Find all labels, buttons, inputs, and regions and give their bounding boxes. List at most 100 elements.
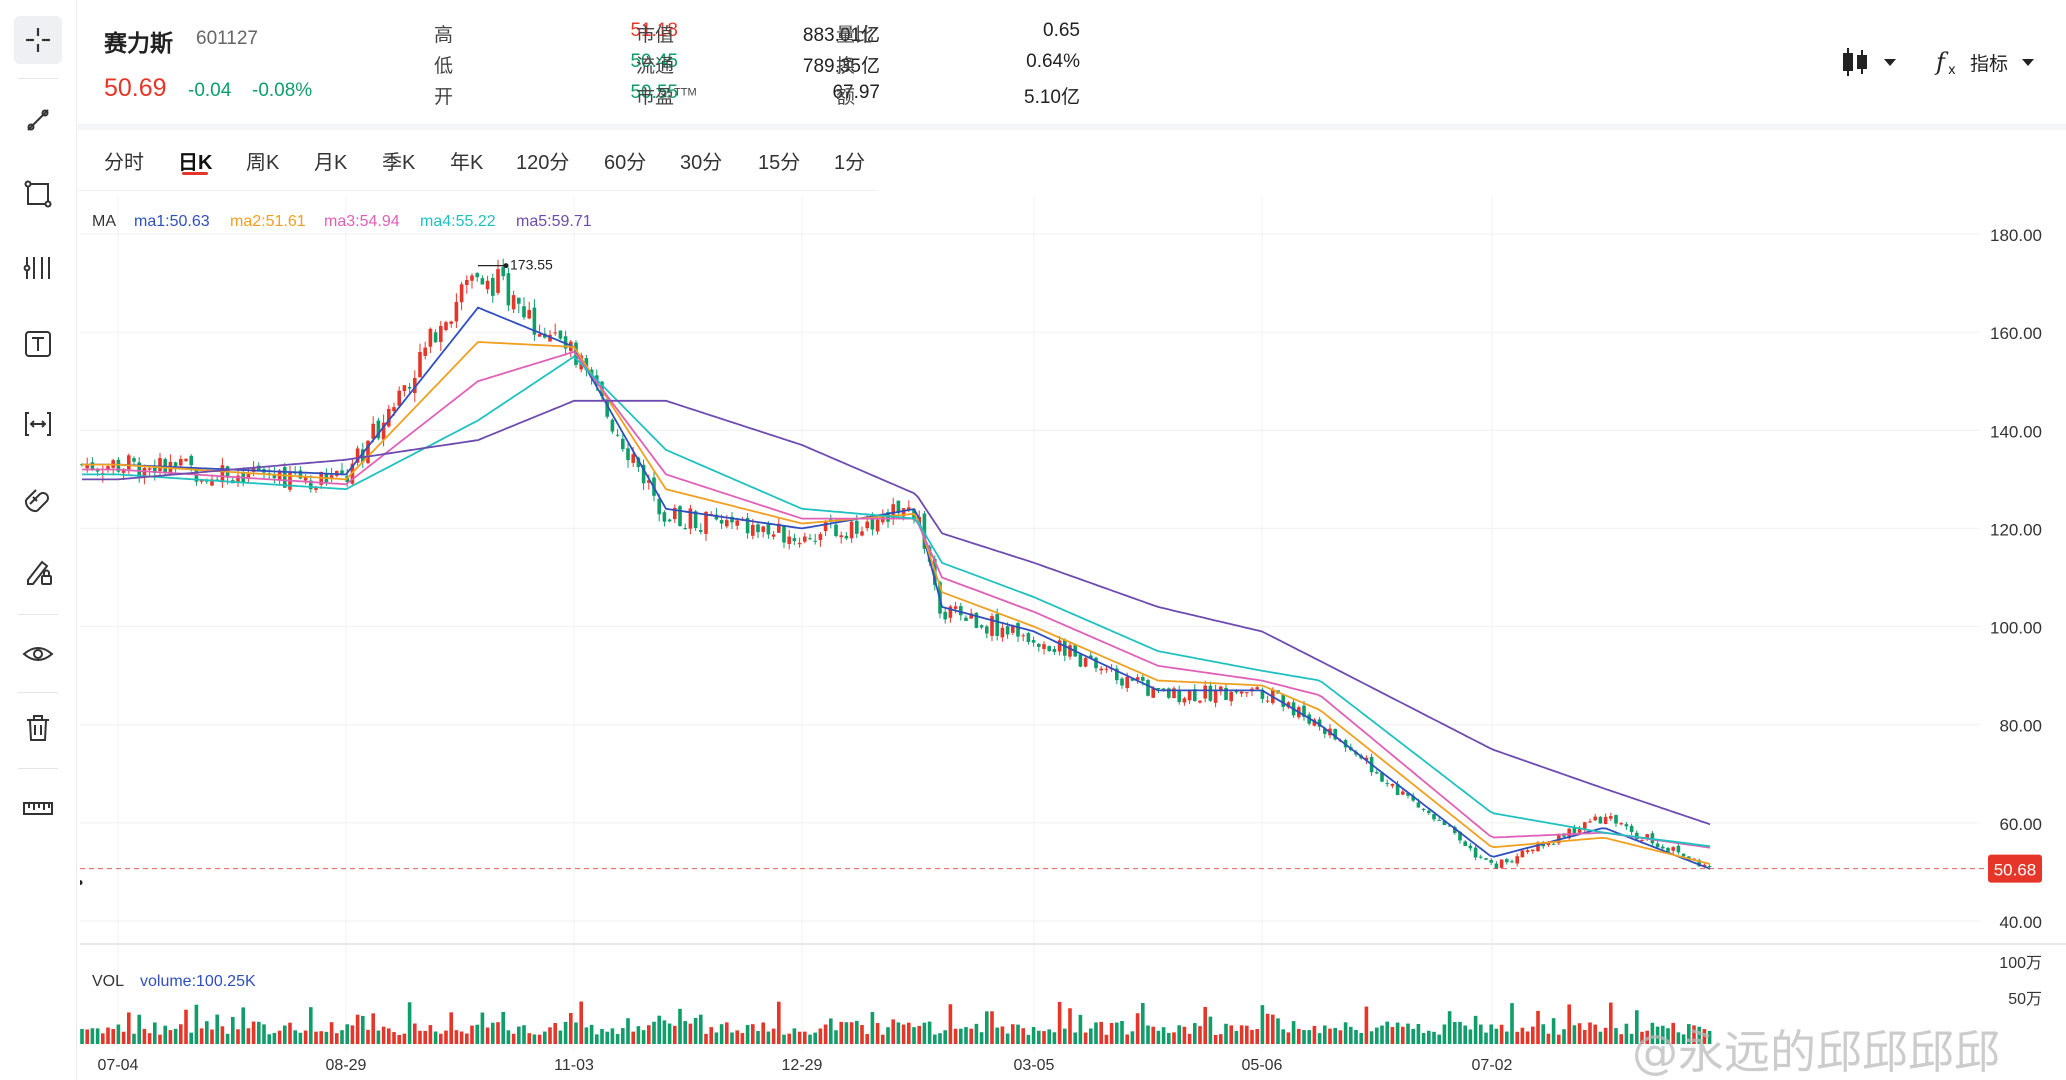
high-annotation-label: 173.55 (510, 257, 553, 273)
volume-bar (1442, 1024, 1447, 1044)
candle (621, 438, 625, 450)
candle (433, 332, 438, 343)
volume-bar (818, 1028, 823, 1044)
toolbar-divider (18, 78, 58, 79)
candle (423, 347, 427, 356)
volume-bar (413, 1023, 417, 1044)
current-price: 50.69 (104, 74, 167, 102)
candle (1525, 850, 1530, 853)
trash-icon[interactable] (14, 704, 62, 752)
volume-bar (1000, 1026, 1005, 1044)
volume-bar (262, 1024, 266, 1044)
volume-bar (1489, 1024, 1493, 1044)
turnover-value: 0.64% (1026, 51, 1080, 72)
volume-bar (761, 1022, 765, 1044)
volume-bar (714, 1032, 719, 1044)
candle (1551, 843, 1556, 845)
y-tick-label: 120.00 (1990, 520, 2042, 539)
volume-bar (1073, 1032, 1077, 1044)
tab-weekly[interactable]: 周K (246, 152, 280, 174)
volume-bar (121, 1031, 126, 1044)
tab-120min[interactable]: 120分 (516, 152, 570, 174)
volume-bar (205, 1021, 209, 1044)
tab-30min[interactable]: 30分 (680, 152, 723, 174)
candle (309, 480, 313, 490)
candle (1011, 625, 1015, 633)
candle (1146, 679, 1150, 696)
candle (1406, 793, 1410, 796)
tab-quarterly[interactable]: 季K (382, 152, 416, 174)
candle (127, 455, 131, 470)
candle (730, 516, 734, 523)
volume-bar (241, 1007, 245, 1044)
svg-text:x: x (1948, 63, 1956, 78)
volume-bar (751, 1024, 755, 1044)
candle (1224, 688, 1228, 701)
candle (1546, 842, 1551, 846)
tab-minute[interactable]: 分时 (104, 152, 144, 174)
vol-y-tick-label: 100万 (1999, 955, 2042, 972)
candle (865, 521, 869, 529)
candle (1416, 802, 1421, 808)
chart-type-dropdown[interactable] (1840, 42, 1910, 82)
parallel-lines-icon[interactable] (14, 244, 62, 292)
candle (1000, 627, 1005, 638)
candle (943, 611, 947, 620)
tab-60min[interactable]: 60分 (604, 152, 647, 174)
measure-icon[interactable] (14, 400, 62, 448)
volume-bar (1401, 1026, 1405, 1044)
rectangle-icon[interactable] (14, 170, 62, 218)
trend-line-icon[interactable] (14, 96, 62, 144)
candle (90, 462, 95, 471)
candle (1629, 825, 1634, 833)
candle (1395, 783, 1400, 796)
volume-bar (1505, 1031, 1509, 1044)
ruler-icon[interactable] (14, 784, 62, 832)
volume-bar (1141, 1002, 1145, 1044)
candle (891, 504, 895, 520)
volume-bar (1057, 1001, 1062, 1044)
magnet-icon[interactable] (14, 474, 62, 522)
volume-ratio-value: 0.65 (1043, 20, 1080, 41)
eye-icon[interactable] (14, 630, 62, 678)
indicator-dropdown[interactable]: f x 指标 (1934, 42, 2044, 82)
volume-bar (340, 1030, 344, 1044)
text-icon[interactable] (14, 320, 62, 368)
volume-bar (1479, 1024, 1483, 1044)
candle (813, 540, 817, 542)
volume-bar (277, 1030, 282, 1044)
candle (1219, 686, 1223, 692)
tab-1min[interactable]: 1分 (834, 152, 866, 174)
price-change-percent: -0.08% (252, 80, 313, 101)
stock-name: 赛力斯 (104, 30, 173, 56)
volume-bar (901, 1024, 906, 1044)
kline-chart[interactable]: 180.00 160.00 140.00 120.00 100.00 80.00 60.00… (80, 196, 2066, 1080)
candle (1260, 689, 1265, 699)
tab-daily[interactable]: 日K (178, 152, 213, 174)
tab-yearly[interactable]: 年K (450, 152, 484, 174)
tab-15min[interactable]: 15分 (758, 152, 801, 174)
crosshair-icon[interactable] (14, 16, 62, 64)
candle (449, 321, 453, 324)
volume-bar (725, 1022, 729, 1044)
candle (246, 474, 251, 479)
candle (870, 518, 875, 530)
tab-monthly[interactable]: 月K (314, 152, 348, 174)
volume-bar (371, 1013, 375, 1044)
volume-bar (662, 1020, 667, 1044)
volume-bar (1265, 1013, 1270, 1044)
candle (725, 520, 729, 527)
volume-bar (293, 1030, 297, 1044)
candle (428, 328, 433, 347)
lock-drawing-icon[interactable] (14, 548, 62, 596)
volume-bar (1250, 1029, 1254, 1044)
candle (496, 269, 500, 293)
volume-bar (1146, 1025, 1150, 1044)
volume-bar (1468, 1029, 1473, 1044)
candle (116, 459, 121, 472)
volume-bar (1650, 1022, 1655, 1044)
candle (1437, 819, 1441, 821)
kline-chart-svg[interactable]: 180.00 160.00 140.00 120.00 100.00 80.00 60.00… (80, 196, 2066, 1080)
volume-bar (1135, 1013, 1140, 1044)
open-label: 开 (434, 87, 454, 108)
